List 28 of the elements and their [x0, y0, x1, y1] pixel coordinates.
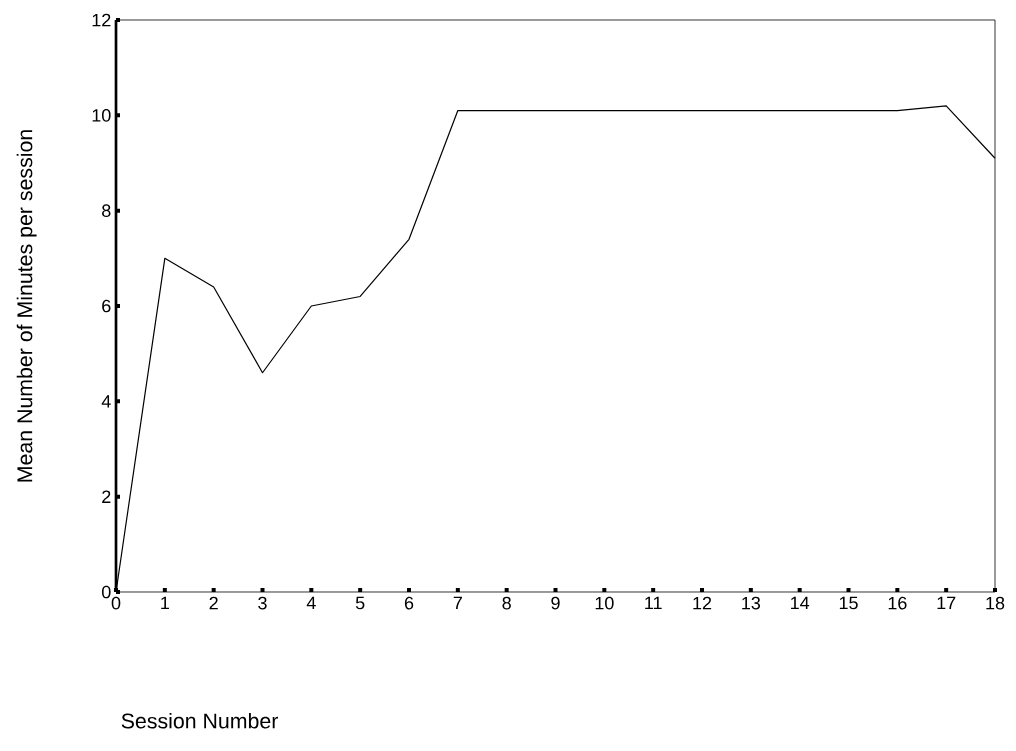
x-axis-title: Session Number	[121, 712, 279, 729]
x-tick-label: 5	[355, 596, 365, 610]
x-tick-label: 4	[306, 596, 316, 610]
y-tick-label: 12	[92, 13, 111, 27]
y-axis-title: Mean Number of Minutes per session	[16, 130, 37, 482]
x-tick-label: 6	[404, 596, 414, 610]
x-tick-label: 8	[502, 596, 511, 610]
x-tick-label: 16	[888, 596, 907, 610]
y-tick-label: 8	[102, 204, 111, 218]
x-tick-label: 0	[111, 596, 121, 610]
x-tick-label: 10	[595, 596, 614, 610]
y-tick-label: 10	[92, 108, 111, 122]
x-tick-label: 2	[209, 596, 218, 610]
x-tick-label: 14	[791, 596, 810, 610]
x-tick-label: 3	[258, 596, 267, 610]
x-tick-label: 7	[453, 596, 462, 610]
x-tick-label: 17	[937, 596, 956, 610]
y-tick-label: 2	[102, 490, 111, 503]
x-tick-label: 18	[986, 596, 1005, 610]
y-tick-label: 6	[102, 299, 111, 313]
y-tick-label: 4	[101, 395, 111, 408]
x-tick-label: 1	[161, 596, 169, 610]
x-tick-label: 15	[839, 596, 858, 610]
x-tick-label: 12	[693, 596, 712, 610]
x-tick-label: 11	[645, 596, 662, 610]
x-tick-label: 13	[742, 596, 761, 610]
x-tick-label: 9	[551, 596, 560, 610]
y-tick-label: 0	[101, 585, 111, 599]
